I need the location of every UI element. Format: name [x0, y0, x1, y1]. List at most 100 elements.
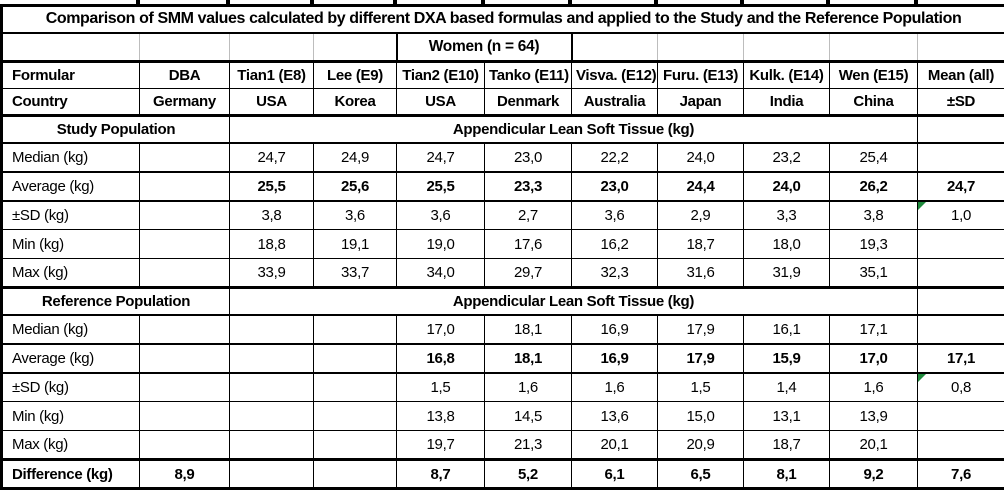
row-label-cell[interactable]: Average (kg) [1, 170, 140, 202]
value-cell[interactable]: 23,0 [571, 170, 658, 202]
value-cell[interactable]: 22,2 [571, 142, 658, 172]
mean-header-cell[interactable]: Mean (all) [916, 61, 1004, 89]
measure-label-cell[interactable]: Appendicular Lean Soft Tissue (kg) [229, 286, 918, 316]
value-cell[interactable]: 20,9 [657, 430, 744, 460]
value-cell[interactable]: 1,5 [657, 372, 744, 402]
value-cell[interactable] [229, 372, 314, 402]
value-cell[interactable]: 34,0 [396, 258, 485, 288]
value-cell[interactable]: 2,7 [484, 200, 572, 230]
column-header-cell[interactable]: Tian1 (E8) [229, 61, 314, 89]
country-cell[interactable]: Germany [139, 88, 230, 117]
value-cell[interactable] [313, 372, 397, 402]
value-cell[interactable]: 19,1 [313, 229, 397, 259]
value-cell[interactable]: 33,7 [313, 258, 397, 288]
value-cell[interactable]: 19,3 [829, 229, 918, 259]
row-label-cell[interactable]: Max (kg) [1, 430, 140, 460]
value-cell[interactable]: 16,1 [743, 314, 830, 344]
sd-header-cell[interactable]: ±SD [916, 88, 1004, 117]
country-cell[interactable]: Denmark [484, 88, 572, 117]
value-cell[interactable]: 20,1 [829, 430, 918, 460]
value-cell[interactable]: 3,3 [743, 200, 830, 230]
value-cell[interactable]: 17,9 [657, 314, 744, 344]
value-cell[interactable]: 1,5 [396, 372, 485, 402]
dba-value-cell[interactable] [139, 200, 230, 230]
value-cell[interactable] [313, 430, 397, 460]
value-cell[interactable]: 24,7 [229, 142, 314, 172]
value-cell[interactable]: 16,9 [571, 314, 658, 344]
empty-cell[interactable] [916, 32, 1004, 63]
value-cell[interactable]: 23,2 [743, 142, 830, 172]
country-cell[interactable]: Australia [571, 88, 658, 117]
mean-value-cell[interactable]: 24,7 [916, 170, 1004, 202]
value-cell[interactable]: 13,8 [396, 401, 485, 431]
country-cell[interactable]: China [829, 88, 918, 117]
dba-value-cell[interactable] [139, 142, 230, 172]
value-cell[interactable]: 35,1 [829, 258, 918, 288]
column-header-cell[interactable]: Wen (E15) [829, 61, 918, 89]
value-cell[interactable]: 17,9 [657, 342, 744, 374]
value-cell[interactable]: 19,0 [396, 229, 485, 259]
empty-cell[interactable] [829, 32, 918, 63]
dba-value-cell[interactable] [139, 314, 230, 344]
value-cell[interactable]: 1,6 [829, 372, 918, 402]
value-cell[interactable]: 18,7 [743, 430, 830, 460]
value-cell[interactable]: 31,6 [657, 258, 744, 288]
value-cell[interactable] [229, 430, 314, 460]
section-label-cell[interactable]: Reference Population [1, 286, 230, 316]
value-cell[interactable]: 25,5 [229, 170, 314, 202]
value-cell[interactable]: 17,6 [484, 229, 572, 259]
mean-value-cell[interactable]: 7,6 [916, 458, 1004, 489]
value-cell[interactable]: 16,9 [571, 342, 658, 374]
measure-label-cell[interactable]: Appendicular Lean Soft Tissue (kg) [229, 114, 918, 144]
difference-label-cell[interactable]: Difference (kg) [1, 458, 140, 489]
value-cell[interactable]: 3,6 [396, 200, 485, 230]
value-cell[interactable] [229, 314, 314, 344]
value-cell[interactable]: 8,7 [396, 458, 485, 489]
value-cell[interactable] [313, 401, 397, 431]
value-cell[interactable]: 16,8 [396, 342, 485, 374]
empty-cell[interactable] [571, 32, 658, 63]
value-cell[interactable]: 24,7 [396, 142, 485, 172]
row-label-cell[interactable]: Max (kg) [1, 258, 140, 288]
value-cell[interactable]: 5,2 [484, 458, 572, 489]
value-cell[interactable]: 21,3 [484, 430, 572, 460]
value-cell[interactable] [313, 314, 397, 344]
country-cell[interactable]: Japan [657, 88, 744, 117]
mean-value-cell[interactable]: 0,8 [916, 372, 1004, 402]
row-label-cell[interactable]: Median (kg) [1, 142, 140, 172]
row-label-cell[interactable]: Min (kg) [1, 401, 140, 431]
empty-cell[interactable] [313, 32, 397, 63]
row-label-cell[interactable]: ±SD (kg) [1, 200, 140, 230]
value-cell[interactable] [229, 342, 314, 374]
value-cell[interactable]: 9,2 [829, 458, 918, 489]
empty-cell[interactable] [139, 32, 230, 63]
mean-value-cell[interactable] [916, 401, 1004, 431]
dba-value-cell[interactable] [139, 342, 230, 374]
value-cell[interactable]: 19,7 [396, 430, 485, 460]
empty-cell[interactable] [657, 32, 744, 63]
value-cell[interactable]: 6,1 [571, 458, 658, 489]
mean-value-cell[interactable] [916, 229, 1004, 259]
row-label-cell[interactable]: Median (kg) [1, 314, 140, 344]
value-cell[interactable]: 1,4 [743, 372, 830, 402]
value-cell[interactable]: 15,9 [743, 342, 830, 374]
value-cell[interactable]: 3,6 [571, 200, 658, 230]
value-cell[interactable]: 29,7 [484, 258, 572, 288]
table-title-cell[interactable]: Comparison of SMM values calculated by d… [0, 5, 1004, 34]
value-cell[interactable]: 24,9 [313, 142, 397, 172]
column-header-cell[interactable]: Lee (E9) [313, 61, 397, 89]
mean-value-cell[interactable] [916, 258, 1004, 288]
dba-value-cell[interactable] [139, 401, 230, 431]
value-cell[interactable]: 18,8 [229, 229, 314, 259]
value-cell[interactable]: 23,0 [484, 142, 572, 172]
value-cell[interactable]: 17,0 [396, 314, 485, 344]
empty-cell[interactable] [1, 32, 140, 63]
dba-value-cell[interactable] [139, 372, 230, 402]
dba-value-cell[interactable] [139, 229, 230, 259]
value-cell[interactable]: 15,0 [657, 401, 744, 431]
value-cell[interactable]: 18,7 [657, 229, 744, 259]
country-cell[interactable]: India [743, 88, 830, 117]
value-cell[interactable]: 31,9 [743, 258, 830, 288]
value-cell[interactable]: 6,5 [657, 458, 744, 489]
value-cell[interactable]: 17,0 [829, 342, 918, 374]
